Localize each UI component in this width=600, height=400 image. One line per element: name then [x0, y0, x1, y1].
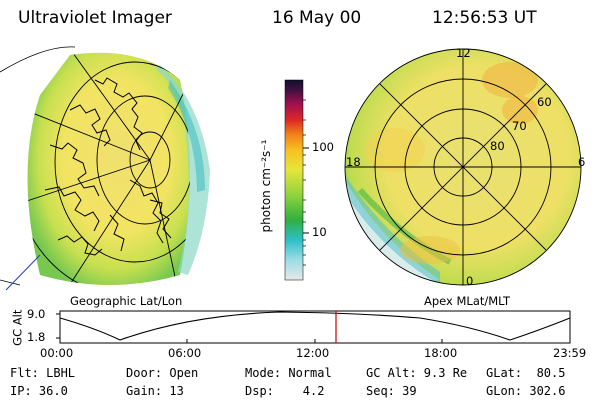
altitude-xtick-2: 12:00	[296, 346, 330, 360]
altitude-ylabel: GC Alt	[10, 309, 25, 346]
altitude-xtick-3: 18:00	[424, 346, 458, 360]
altitude-ytick-9: 9.0	[27, 307, 46, 321]
time-label: 12:56:53 UT	[432, 8, 537, 28]
colorbar-tick-10: 10	[312, 225, 327, 239]
glon-status: GLon: 302.6	[486, 384, 566, 398]
altitude-ytick-1_8: 1.8	[27, 330, 46, 344]
dsp-status: Dsp: 4.2	[245, 384, 325, 398]
door-status: Door: Open	[126, 366, 199, 380]
mode-status: Mode: Normal	[245, 366, 332, 380]
mlt-label-0: 0	[466, 274, 474, 288]
lat-label-60: 60	[537, 95, 552, 109]
mlt-label-6: 6	[578, 155, 586, 169]
apex-image	[344, 48, 582, 286]
altitude-plot	[56, 310, 571, 344]
colorbar	[284, 79, 309, 281]
mlt-label-12: 12	[456, 46, 471, 60]
colorbar-unit-label: photon cm⁻²s⁻¹	[259, 139, 273, 233]
apex-panel-label: Apex MLat/MLT	[424, 294, 511, 308]
glat-status: GLat: 80.5	[486, 366, 566, 380]
altitude-xtick-1: 06:00	[168, 346, 202, 360]
geographic-image	[0, 46, 210, 291]
lat-label-80: 80	[490, 139, 505, 153]
altitude-xtick-0: 00:00	[40, 346, 74, 360]
lat-label-70: 70	[512, 119, 527, 133]
gain-status: Gain: 13	[126, 384, 184, 398]
geographic-panel-label: Geographic Lat/Lon	[70, 294, 183, 308]
gc-alt-status: GC Alt: 9.3 Re	[366, 366, 468, 380]
filter-status: Flt: LBHL	[10, 366, 76, 380]
mlt-label-18: 18	[346, 155, 361, 169]
ip-status: IP: 36.0	[10, 384, 68, 398]
colorbar-tick-100: 100	[312, 140, 334, 154]
altitude-xtick-4: 23:59	[553, 346, 587, 360]
instrument-title: Ultraviolet Imager	[18, 8, 172, 28]
date-label: 16 May 00	[272, 8, 362, 28]
seq-status: Seq: 39	[366, 384, 417, 398]
